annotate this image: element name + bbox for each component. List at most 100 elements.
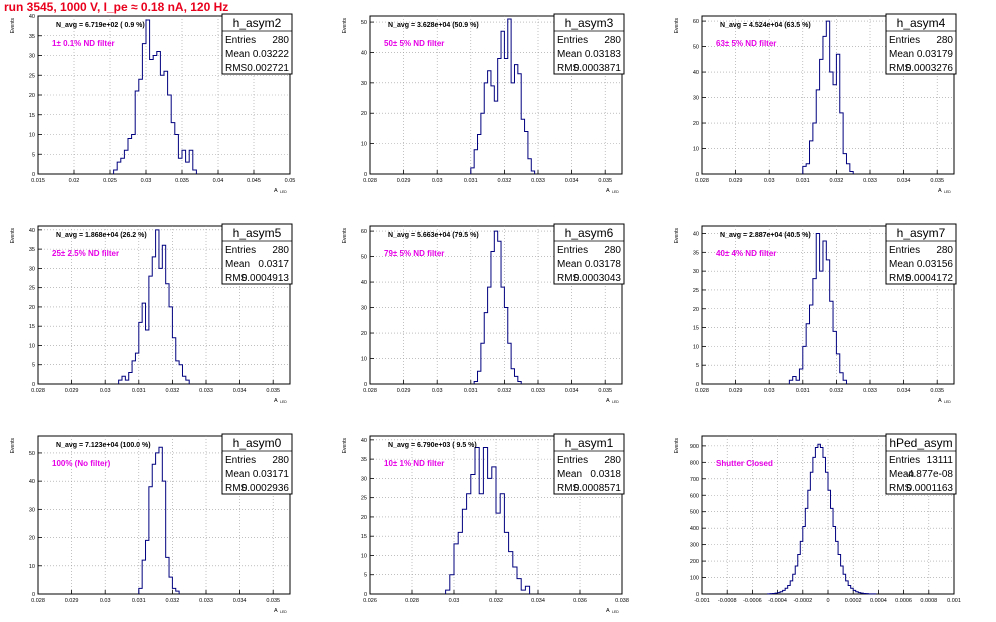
histogram-bin	[152, 257, 155, 384]
histogram-bin	[128, 138, 132, 174]
x-tick-label: 0.029	[65, 598, 79, 604]
x-tick-label: 0.029	[397, 388, 411, 394]
x-axis-label-subscript: LED	[612, 610, 619, 614]
stats-value: 0.002721	[247, 63, 289, 74]
histogram-bin	[164, 71, 168, 174]
histogram-bin	[805, 508, 808, 594]
y-tick-label: 30	[693, 96, 699, 102]
histogram-bin	[135, 353, 138, 384]
histogram-bin	[830, 301, 833, 384]
histogram-bin	[484, 83, 487, 174]
y-tick-label: 0	[696, 592, 699, 598]
histogram-bin	[171, 123, 175, 174]
histogram-panel-h_asym4: 0.028 0.029 0.03 0.031 0.032 0.033 0.034 0.035 0…	[674, 13, 957, 194]
stats-label: RMS	[225, 483, 248, 494]
x-tick-label: 0.033	[199, 388, 213, 394]
stats-value: 280	[604, 455, 621, 466]
x-tick-label: 0.033	[531, 178, 545, 184]
x-tick-label: 0.038	[615, 598, 629, 604]
y-tick-label: 40	[693, 70, 699, 76]
x-tick-label: 0.026	[363, 598, 377, 604]
histogram-bin	[846, 164, 849, 174]
x-tick-label: 0.035	[266, 598, 280, 604]
stats-label: Mean	[889, 469, 914, 480]
stats-label: Mean	[557, 469, 582, 480]
x-tick-label: -0.0002	[793, 598, 812, 604]
histogram-bin	[178, 158, 182, 174]
y-tick-label: 35	[29, 34, 35, 40]
histogram-bin	[528, 159, 531, 174]
y-tick-label: 20	[29, 305, 35, 311]
stats-value: 280	[936, 245, 953, 256]
filter-label: 40± 4% ND filter	[716, 249, 776, 258]
histogram-bin	[808, 490, 811, 594]
x-tick-label: 0.034	[565, 388, 579, 394]
histogram-bin	[840, 113, 843, 174]
y-tick-label: 25	[693, 288, 699, 294]
histogram-bin	[172, 588, 175, 594]
histogram-bin	[780, 592, 783, 594]
x-tick-label: 0.03	[432, 388, 443, 394]
histogram-panel-h_asym6: 0.028 0.029 0.03 0.031 0.032 0.033 0.034 0.035 0…	[342, 223, 625, 404]
histogram-bin	[511, 369, 514, 384]
histogram-bin	[826, 260, 829, 384]
y-tick-label: 0	[32, 382, 35, 388]
x-tick-label: 0.034	[233, 598, 247, 604]
histogram-bin	[833, 85, 836, 174]
stats-label: Entries	[889, 35, 920, 46]
x-tick-label: 0.031	[796, 178, 810, 184]
y-tick-label: 100	[690, 576, 699, 582]
filter-label: 63± 5% ND filter	[716, 39, 776, 48]
histogram-bin	[156, 230, 159, 384]
stats-value: 0.03171	[253, 469, 290, 480]
stats-label: Entries	[889, 455, 920, 466]
x-tick-label: -0.0004	[768, 598, 787, 604]
x-tick-label: 0.045	[247, 178, 261, 184]
stats-label: Mean	[889, 259, 914, 270]
x-axis-label: A	[606, 188, 610, 194]
histogram-bin	[172, 338, 175, 384]
x-tick-label: -0.0006	[743, 598, 762, 604]
histogram-bin	[823, 457, 826, 594]
histogram-panel-h_asym5: 0.028 0.029 0.03 0.031 0.032 0.033 0.034 0.035 0…	[10, 223, 293, 404]
histogram-bin	[861, 593, 864, 594]
histogram-bin	[132, 361, 135, 384]
stats-value: 280	[272, 245, 289, 256]
histogram-bin	[159, 447, 162, 594]
x-tick-label: 0.032	[830, 178, 844, 184]
y-tick-label: 700	[690, 477, 699, 483]
y-tick-label: 15	[29, 324, 35, 330]
stats-value: 0.03178	[585, 259, 622, 270]
histogram-bin	[142, 44, 146, 174]
histogram-bin	[816, 234, 819, 384]
y-tick-label: 10	[361, 357, 367, 363]
x-tick-label: 0.034	[897, 178, 911, 184]
y-tick-label: 15	[29, 113, 35, 119]
x-tick-label: 0.015	[31, 178, 45, 184]
stats-value: 0.03179	[917, 49, 954, 60]
stats-label: Entries	[225, 455, 256, 466]
histogram-bin	[504, 308, 507, 384]
histogram-bin	[498, 241, 501, 384]
navg-label: N_avg = 4.524e+04 (63.5 %)	[720, 22, 811, 29]
stats-value: 13111	[927, 455, 954, 466]
filter-label: 100% (No filter)	[52, 459, 111, 468]
y-tick-label: 0	[364, 382, 367, 388]
x-tick-label: 0.036	[573, 598, 587, 604]
x-tick-label: 0.032	[830, 388, 844, 394]
histogram-bin	[848, 585, 851, 594]
histogram-bin	[831, 508, 834, 594]
stats-value: 0.03222	[253, 49, 290, 60]
histogram-bin	[142, 560, 145, 594]
stats-value: 0.0001163	[906, 483, 953, 494]
stats-box	[885, 13, 957, 75]
x-tick-label: 0.033	[863, 388, 877, 394]
histogram-bin	[149, 487, 152, 594]
y-tick-label: 0	[364, 592, 367, 598]
histogram-bin	[119, 380, 122, 384]
y-tick-label: 60	[693, 19, 699, 25]
y-tick-label: 0	[32, 172, 35, 178]
histogram-bin	[838, 555, 841, 595]
stats-label: Mean	[889, 49, 914, 60]
stats-value: 0.0003871	[574, 63, 622, 74]
